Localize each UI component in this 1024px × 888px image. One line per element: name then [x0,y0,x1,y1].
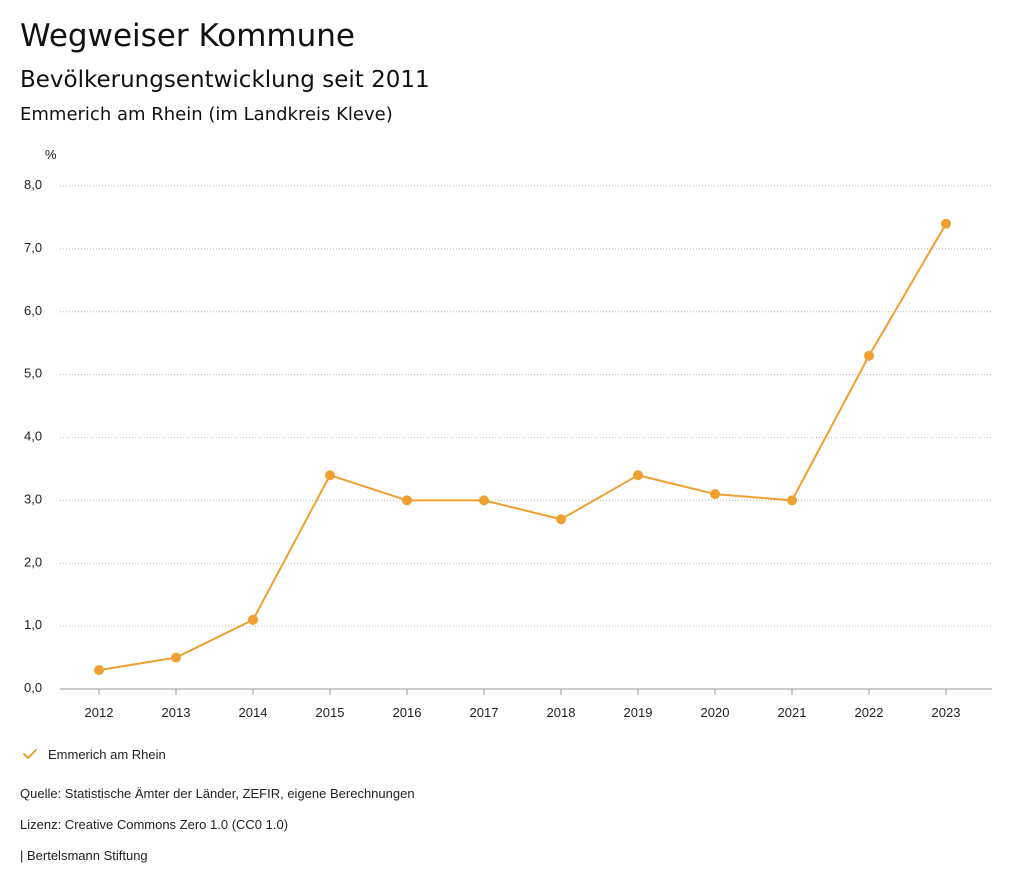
y-tick-label: 1,0 [24,617,42,632]
y-tick-label: 2,0 [24,554,42,569]
y-tick-label: 4,0 [24,429,42,444]
x-tick-label: 2012 [85,705,114,720]
chart-subtitle: Bevölkerungsentwicklung seit 2011 [20,67,430,93]
x-tick-label: 2022 [855,705,884,720]
series-line [98,223,947,672]
data-point[interactable] [556,514,566,525]
x-tick-label: 2019 [624,705,653,720]
data-point[interactable] [710,489,720,500]
y-tick-label: 6,0 [24,303,42,318]
data-point[interactable] [325,470,335,481]
data-point[interactable] [633,470,643,481]
x-tick-label: 2017 [470,705,499,720]
publisher-note[interactable]: | Bertelsmann Stiftung [20,848,148,863]
y-axis-ticks: 0,0 1,0 2,0 3,0 4,0 5,0 6,0 7,0 8,0 [24,177,42,695]
y-tick-label: 8,0 [24,177,42,192]
data-point[interactable] [941,218,951,229]
page-title: Wegweiser Kommune [20,18,355,54]
license-note[interactable]: Lizenz: Creative Commons Zero 1.0 (CC0 1… [20,817,289,832]
series-layer [94,218,951,676]
grid-lines [60,185,992,690]
x-tick-label: 2016 [393,705,422,720]
line-chart: % 0,01,02,03,04,05,06,07,08,0 2012 2013 20… [24,147,992,720]
data-point[interactable] [787,495,797,506]
data-point[interactable] [248,614,258,625]
y-tick-label: 3,0 [24,491,42,506]
data-point[interactable] [94,665,104,676]
y-axis-unit-label: % [45,147,57,162]
data-point[interactable] [171,652,181,663]
data-point[interactable] [479,495,489,506]
x-axis-ticks: 2012 2013 2014 2015 2016 2017 2018 2019 2020 2021… [85,689,961,720]
y-tick-label: 7,0 [24,240,42,255]
y-tick-label: 0,0 [24,680,42,695]
x-tick-label: 2014 [239,705,268,720]
checkmark-icon [23,749,37,759]
x-tick-label: 2015 [316,705,345,720]
y-tick-label: 5,0 [24,366,42,381]
x-tick-label: 2023 [932,705,961,720]
x-tick-label: 2018 [547,705,576,720]
data-point[interactable] [402,495,412,506]
region-label: Emmerich am Rhein (im Landkreis Kleve) [20,104,393,125]
x-tick-label: 2020 [701,705,730,720]
x-tick-label: 2021 [778,705,807,720]
legend[interactable]: Emmerich am Rhein [22,744,166,764]
legend-label: Emmerich am Rhein [48,746,166,762]
x-tick-label: 2013 [162,705,191,720]
source-note: Quelle: Statistische Ämter der Länder, Z… [20,786,415,801]
data-point[interactable] [864,350,874,361]
